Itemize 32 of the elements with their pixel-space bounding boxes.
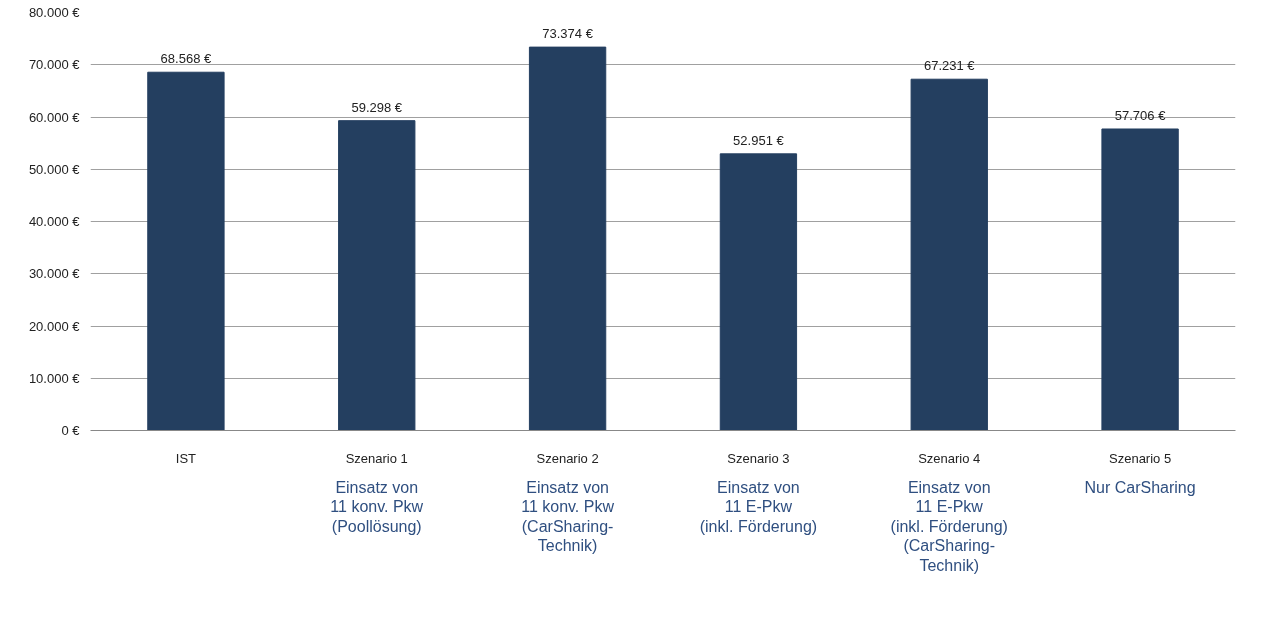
text: Nur CarSharing [1084,478,1196,496]
y-tick-label: 70.000 € [28,57,81,73]
x-tick-label: Szenario 3 [727,450,790,466]
text: Einsatz von 11 E-Pkw (inkl. Förderung) [699,478,818,535]
y-tick-label: 40.000 € [28,214,81,229]
text: Einsatz von 11 E-Pkw (inkl. Förderung) (CarSharing- Technik) [890,478,1008,574]
bar [528,46,607,431]
y-tick-label: 20.000 € [28,318,81,334]
bar [719,153,798,431]
data-label: 57.706 € [1114,107,1167,123]
text: Einsatz von 11 konv. Pkw (Poollösung) [330,478,424,535]
y-tick-label: 0 € [61,423,81,438]
bar [338,120,416,431]
data-label: 67.231 € [923,58,976,74]
x-tick-label: Szenario 2 [536,450,599,466]
x-tick-label: IST [175,450,197,466]
y-tick-label: 10.000 € [28,370,81,386]
y-tick-label: 60.000 € [28,109,81,125]
data-label: 68.568 € [160,51,212,67]
y-tick-label: 50.000 € [28,161,81,177]
bar [147,71,225,431]
x-tick-label: Szenario 1 [345,450,408,466]
text: Einsatz von 11 konv. Pkw (CarSharing- Technik) [521,478,615,555]
bar [1101,128,1179,431]
x-tick-label: Szenario 4 [918,450,981,466]
data-label: 59.298 € [351,99,403,115]
data-label: 52.951 € [733,132,785,148]
data-label: 73.374 € [542,26,594,42]
y-tick-label: 80.000 € [28,5,81,20]
bar [910,78,988,431]
y-tick-label: 30.000 € [28,266,81,282]
x-tick-label: Szenario 5 [1109,450,1172,466]
